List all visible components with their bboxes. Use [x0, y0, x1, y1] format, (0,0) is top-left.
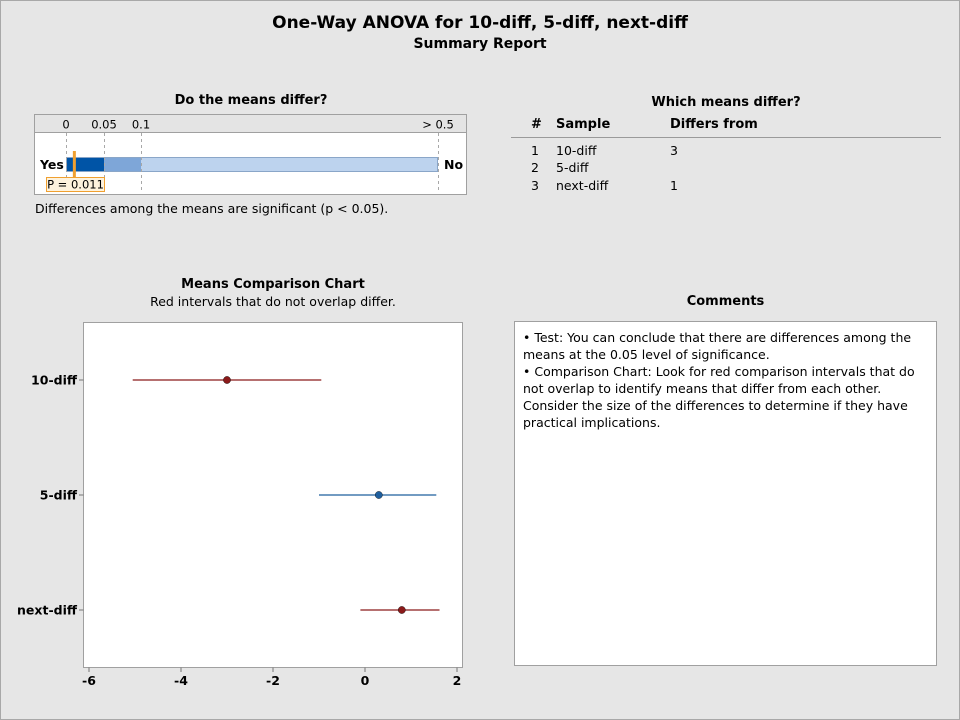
pscale-tick-label-2: 0.1 [132, 118, 150, 132]
col-differs-from: Differs from [670, 117, 758, 132]
x-tick-label-0: 0 [361, 673, 370, 688]
row-3-sample: next-diff [556, 178, 609, 193]
pscale-yes-label: Yes [39, 157, 64, 172]
test-heading: Do the means differ? [174, 93, 328, 108]
report-subtitle: Summary Report [413, 36, 547, 52]
pscale-tick-label-0: 0 [62, 118, 69, 132]
row-3-differs: 1 [670, 178, 678, 193]
x-tick-label--2: -2 [266, 673, 280, 688]
test-conclusion: Differences among the means are signific… [35, 201, 389, 216]
comment-line-2: • Comparison Chart: Look for red compari… [523, 364, 915, 430]
pscale-tick-label-3: > 0.5 [422, 118, 454, 132]
row-1-differs: 3 [670, 143, 678, 158]
y-label-next-diff: next-diff [17, 603, 78, 618]
pvalue-label-box [46, 177, 105, 192]
x-tick-label--4: -4 [174, 673, 188, 688]
row-3-number: 3 [531, 178, 539, 193]
pvalue-marker [72, 151, 76, 186]
col-number: # [531, 117, 542, 132]
pscale-band-borderline [104, 157, 141, 172]
row-1-number: 1 [531, 143, 539, 158]
means-chart-subheading: Red intervals that do not overlap differ… [150, 294, 396, 309]
pvalue-label: P = 0.011 [47, 178, 104, 192]
comments-heading: Comments [686, 294, 765, 309]
row-2-number: 2 [531, 160, 539, 175]
x-tick-label--6: -6 [82, 673, 96, 688]
y-label-10-diff: 10-diff [31, 373, 78, 388]
col-sample: Sample [556, 117, 611, 132]
pscale-band-significant [66, 157, 104, 172]
comments-box: • Test: You can conclude that there are … [514, 321, 937, 666]
y-label-5-diff: 5-diff [40, 488, 78, 503]
which-differ-heading: Which means differ? [651, 95, 801, 110]
pvalue-scale-chart: 0 0.05 0.1 > 0.5 Yes No P = 0.011 [34, 114, 467, 195]
pscale-tick-label-1: 0.05 [91, 118, 117, 132]
mean-point-10-diff [223, 376, 231, 384]
x-tick-label-2: 2 [453, 673, 462, 688]
row-2-sample: 5-diff [556, 160, 589, 175]
comment-line-1: • Test: You can conclude that there are … [523, 330, 912, 362]
mean-point-5-diff [374, 491, 383, 499]
row-1-sample: 10-diff [556, 143, 597, 158]
table-rule [511, 137, 941, 138]
report-title: One-Way ANOVA for 10-diff, 5-diff, next-… [272, 13, 688, 33]
means-comparison-chart: 10-diff 5-diff next-diff -6 -4 -2 0 2 [17, 322, 463, 688]
pscale-band-not-significant [141, 157, 438, 172]
mean-point-next-diff [397, 606, 406, 614]
pscale-no-label: No [444, 157, 463, 172]
means-chart-heading: Means Comparison Chart [181, 277, 365, 292]
pvalue-scale-header [35, 115, 466, 132]
